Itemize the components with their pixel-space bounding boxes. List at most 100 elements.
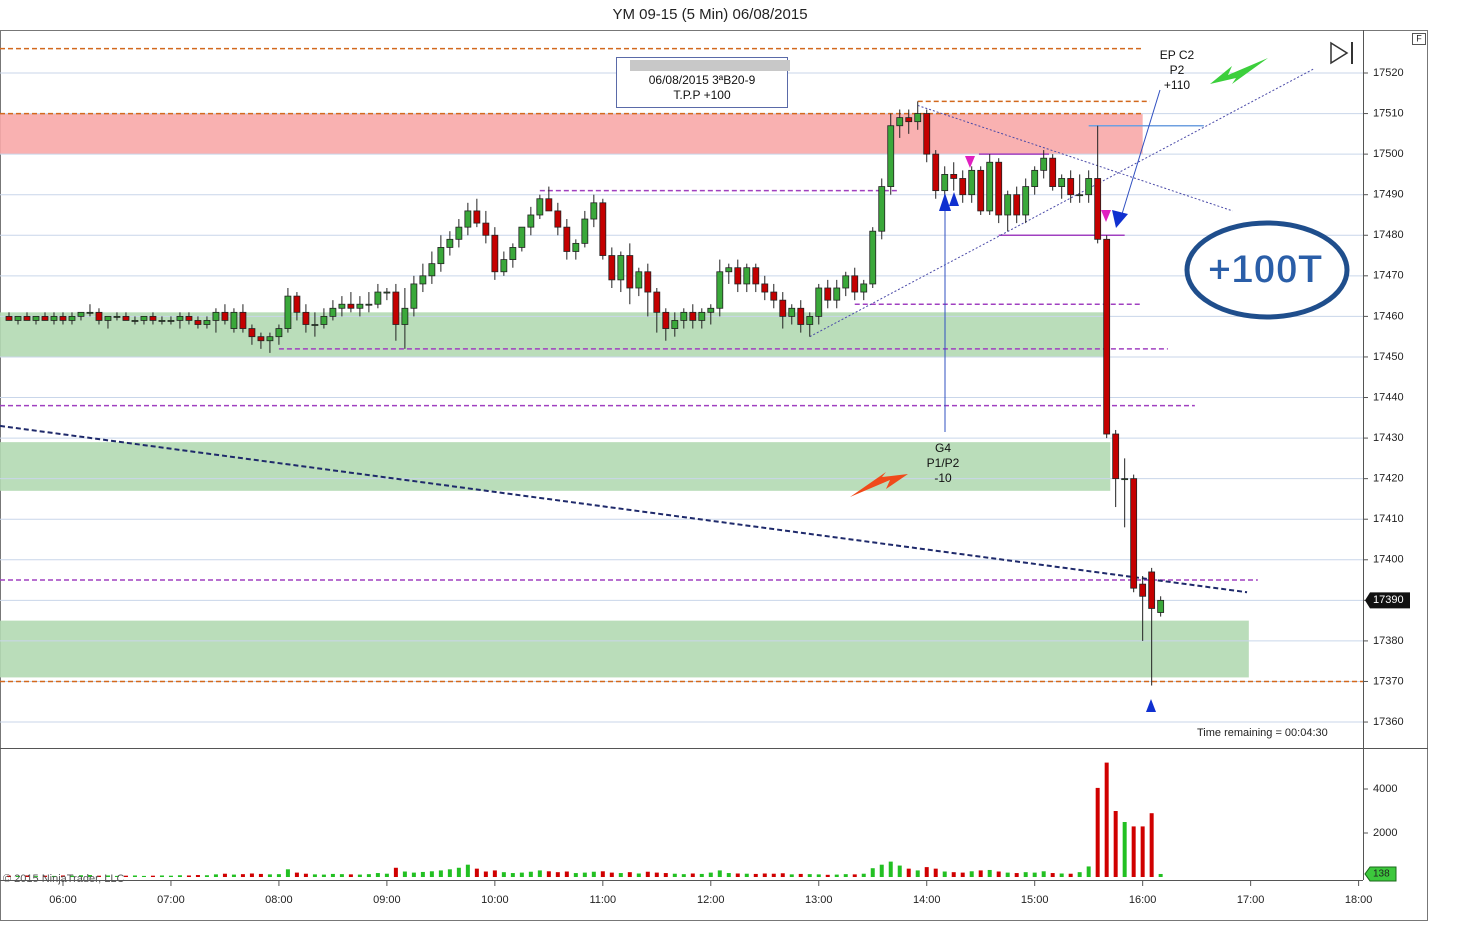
candle-body xyxy=(482,222,490,236)
candle-body xyxy=(86,311,94,314)
x-tick-label: 09:00 xyxy=(373,894,401,906)
candle-body xyxy=(185,315,193,321)
volume-bar xyxy=(1140,826,1145,878)
volume-bar xyxy=(1041,871,1046,878)
volume-tick-label: 4000 xyxy=(1373,783,1397,795)
volume-bar xyxy=(537,870,542,878)
volume-bar xyxy=(645,871,650,878)
candle-body xyxy=(437,247,445,265)
candle-body xyxy=(293,295,301,313)
volume-bar xyxy=(636,873,641,878)
volume-bar xyxy=(519,872,524,878)
volume-bar xyxy=(420,871,425,878)
candle-body xyxy=(626,255,634,289)
zone xyxy=(0,312,1105,357)
volume-bar xyxy=(969,871,974,878)
volume-tick-label: 2000 xyxy=(1373,827,1397,839)
volume-bar xyxy=(798,873,803,878)
candle-body xyxy=(662,311,670,329)
y-tick-label: 17420 xyxy=(1373,473,1404,485)
volume-bar xyxy=(447,869,452,878)
volume-bar xyxy=(735,873,740,878)
candle-body xyxy=(1112,433,1120,480)
candle-body xyxy=(536,198,544,216)
candle-body xyxy=(14,315,22,321)
badge-ring xyxy=(1184,220,1350,320)
candle-body xyxy=(149,315,157,321)
candle-body xyxy=(581,218,589,244)
volume-bar xyxy=(105,875,110,878)
candle-body xyxy=(608,255,616,281)
volume-bar xyxy=(267,874,272,878)
candle-body xyxy=(644,271,652,293)
volume-bar xyxy=(690,873,695,878)
end-icon[interactable] xyxy=(1330,41,1349,65)
volume-bar xyxy=(60,875,65,878)
green-arrow xyxy=(1210,58,1268,84)
candle-body xyxy=(815,287,823,317)
volume-bar xyxy=(1149,813,1154,878)
candle-body xyxy=(1148,571,1156,609)
volume-bar xyxy=(915,870,920,878)
candle-body xyxy=(770,291,778,301)
volume-bar xyxy=(96,875,101,878)
candle-body xyxy=(905,117,913,123)
drawing-layer xyxy=(0,47,1364,723)
volume-bar xyxy=(564,871,569,878)
entry-label: P2 xyxy=(1170,63,1185,77)
volume-bar xyxy=(627,872,632,878)
candle-body xyxy=(860,283,868,293)
volume-bar xyxy=(141,875,146,878)
trend-line xyxy=(917,104,1233,212)
volume-bar xyxy=(285,869,290,878)
volume-bar xyxy=(618,873,623,878)
candle-body xyxy=(671,320,679,329)
candle-body xyxy=(896,117,904,127)
candle-body xyxy=(338,303,346,309)
volume-bar xyxy=(888,861,893,878)
candle-body xyxy=(230,311,238,329)
candle-body xyxy=(1157,599,1165,613)
copyright: © 2015 NinjaTrader, LLC xyxy=(3,873,124,885)
candle-body xyxy=(392,291,400,325)
volume-bar xyxy=(978,870,983,878)
candle-body xyxy=(419,275,427,285)
volume-bar xyxy=(51,875,56,878)
volume-bar xyxy=(1023,872,1028,878)
volume-bar xyxy=(114,875,119,878)
candle-body xyxy=(194,320,202,325)
candle-body xyxy=(1103,238,1111,435)
volume-bar xyxy=(834,874,839,878)
volume-bar xyxy=(744,873,749,878)
volume-bar xyxy=(762,873,767,878)
candle-body xyxy=(365,303,373,306)
volume-bar xyxy=(996,871,1001,878)
candle-body xyxy=(23,315,31,321)
volume-bar xyxy=(960,872,965,878)
volume-bar xyxy=(681,874,686,878)
candle-body xyxy=(752,267,760,285)
volume-bar xyxy=(339,874,344,878)
volume-bar xyxy=(177,875,182,878)
candle-body xyxy=(1040,157,1048,171)
candle-body xyxy=(401,307,409,325)
candle-body xyxy=(104,315,112,321)
candle-body xyxy=(41,315,49,321)
volume-bar xyxy=(1158,873,1163,878)
volume-bar xyxy=(168,875,173,878)
candle-body xyxy=(1031,169,1039,187)
candle-body xyxy=(374,291,382,305)
volume-bar xyxy=(879,864,884,878)
zone xyxy=(0,620,1249,678)
volume-bar xyxy=(402,871,407,878)
x-tick-label: 18:00 xyxy=(1345,894,1373,906)
x-tick-label: 15:00 xyxy=(1021,894,1049,906)
candle-body xyxy=(347,303,355,309)
volume-bar xyxy=(582,872,587,878)
volume-bar xyxy=(312,874,317,878)
y-tick-label: 17490 xyxy=(1373,189,1404,201)
candle-body xyxy=(59,315,67,321)
candle-body xyxy=(77,311,85,317)
flag-text: F xyxy=(1416,33,1422,43)
